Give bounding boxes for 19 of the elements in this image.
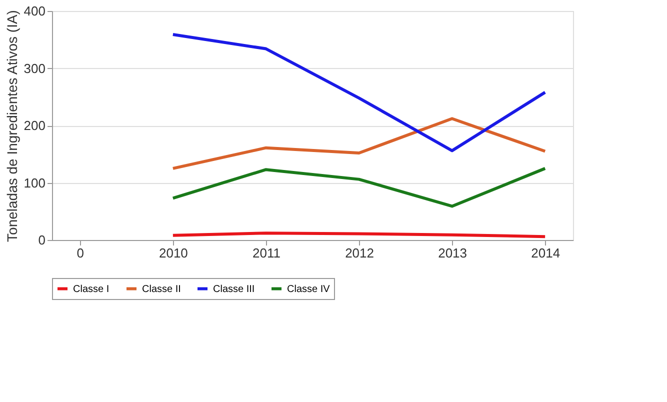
y-tick-label: 100 xyxy=(24,175,46,190)
x-tick-label: 2013 xyxy=(438,246,468,260)
x-tick-label: 2014 xyxy=(531,246,560,260)
x-tick-label: 2011 xyxy=(252,246,280,260)
x-tick-label: 0 xyxy=(76,246,84,260)
y-tick-label: 300 xyxy=(24,60,46,76)
line-series xyxy=(171,117,547,170)
legend-label: Classe II xyxy=(142,284,181,295)
legend-label: Classe I xyxy=(73,284,110,295)
legend-label: Classe III xyxy=(213,284,255,295)
line-series xyxy=(171,32,547,152)
x-tick-label: 2012 xyxy=(345,246,374,260)
y-axis-title: Toneladas de Ingredientes Ativos (IA) xyxy=(4,10,20,242)
line-series xyxy=(171,166,547,208)
y-tick-label: 200 xyxy=(24,118,46,133)
legend-label: Classe IV xyxy=(287,284,330,295)
y-tick-label: 0 xyxy=(38,232,46,248)
x-tick-label: 2010 xyxy=(158,246,188,260)
y-tick-label: 400 xyxy=(24,4,46,18)
